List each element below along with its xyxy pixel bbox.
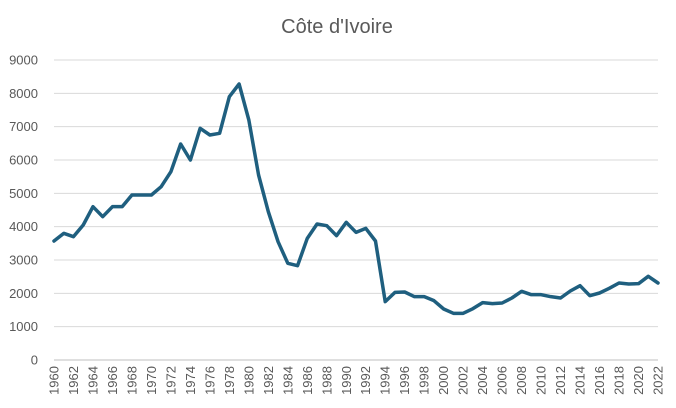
- x-tick-label: 1986: [300, 366, 315, 395]
- y-axis-ticks: 0 1000 2000 3000 4000 5000 6000 7000 8000 9000: [9, 53, 38, 368]
- x-tick-label: 2014: [573, 366, 588, 395]
- x-tick-label: 1990: [339, 366, 354, 395]
- x-tick-label: 2006: [495, 366, 510, 395]
- y-tick-label: 7000: [9, 119, 38, 134]
- x-tick-label: 1982: [261, 366, 276, 395]
- x-tick-label: 1996: [397, 366, 412, 395]
- x-tick-label: 2022: [651, 366, 666, 395]
- x-tick-label: 1962: [66, 366, 81, 395]
- x-tick-label: 1968: [124, 366, 139, 395]
- x-tick-label: 1966: [105, 366, 120, 395]
- x-tick-label: 1980: [241, 366, 256, 395]
- x-tick-label: 1992: [358, 366, 373, 395]
- y-tick-label: 2000: [9, 286, 38, 301]
- x-tick-label: 1960: [47, 366, 62, 395]
- series-group: [52, 82, 660, 316]
- x-tick-label: 1974: [183, 366, 198, 395]
- y-tick-label: 3000: [9, 253, 38, 268]
- y-tick-label: 1000: [9, 319, 38, 334]
- x-tick-label: 2000: [436, 366, 451, 395]
- x-tick-label: 2008: [514, 366, 529, 395]
- x-tick-label: 2020: [631, 366, 646, 395]
- x-tick-label: 1972: [163, 366, 178, 395]
- chart-title: Côte d'Ivoire: [281, 16, 393, 38]
- x-tick-label: 1998: [417, 366, 432, 395]
- x-tick-label: 1988: [319, 366, 334, 395]
- gridlines: [54, 59, 658, 361]
- y-tick-label: 6000: [9, 153, 38, 168]
- y-tick-label: 5000: [9, 186, 38, 201]
- x-tick-label: 2012: [553, 366, 568, 395]
- y-tick-label: 4000: [9, 219, 38, 234]
- x-tick-label: 1976: [202, 366, 217, 395]
- x-tick-label: 2016: [592, 366, 607, 395]
- x-tick-label: 2018: [612, 366, 627, 395]
- x-tick-label: 1964: [85, 366, 100, 395]
- y-tick-label: 0: [31, 353, 38, 368]
- x-tick-label: 2004: [475, 366, 490, 395]
- x-tick-label: 2002: [456, 366, 471, 395]
- x-tick-label: 1984: [280, 366, 295, 395]
- x-tick-label: 1994: [378, 366, 393, 395]
- x-axis-ticks: 1960 1962 1964 1966 1968 1970 1972 1974 1976 1978…: [47, 366, 666, 395]
- x-tick-label: 1970: [144, 366, 159, 395]
- y-tick-label: 9000: [9, 53, 38, 68]
- series-line-0: [52, 82, 660, 316]
- x-tick-label: 2010: [534, 366, 549, 395]
- y-tick-label: 8000: [9, 86, 38, 101]
- x-tick-label: 1978: [222, 366, 237, 395]
